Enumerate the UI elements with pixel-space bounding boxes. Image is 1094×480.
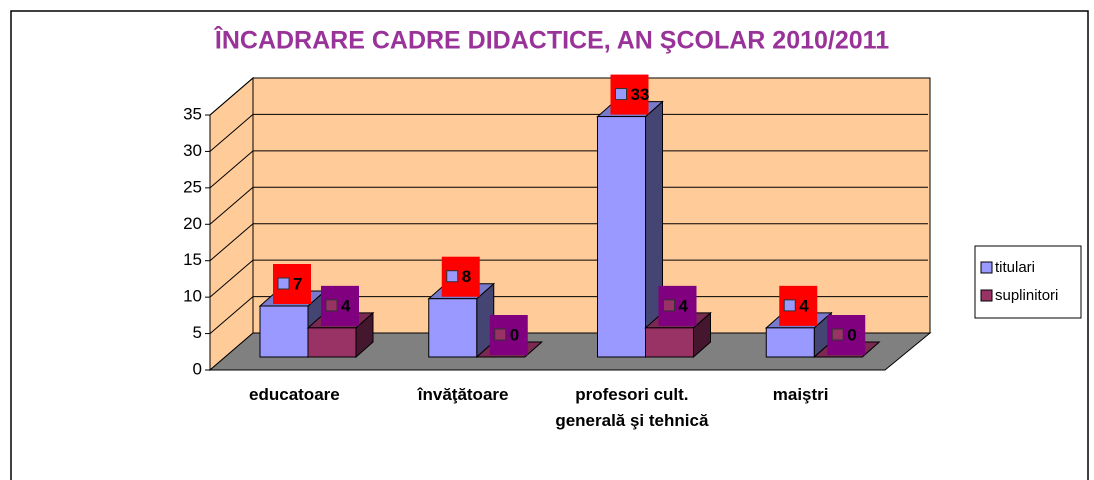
legend-label: suplinitori: [995, 287, 1058, 304]
grid-line: [209, 114, 254, 152]
y-tick-label: 30: [183, 141, 202, 160]
x-tick-label: profesori cult. generală şi tehnică: [555, 385, 709, 430]
bar: [645, 327, 694, 358]
chart-title: ÎNCADRARE CADRE DIDACTICE, AN ŞCOLAR 201…: [213, 25, 889, 55]
y-tick-label: 15: [183, 250, 202, 269]
data-label-key: [783, 299, 796, 312]
bar: [765, 327, 815, 358]
data-label-key: [325, 299, 338, 312]
x-tick-label: învăţătoare: [417, 385, 509, 404]
data-label-key: [494, 328, 507, 341]
legend: [974, 245, 1082, 319]
bar: [597, 116, 646, 358]
data-label-key: [615, 88, 627, 101]
floor: [208, 332, 932, 371]
grid-line: [209, 259, 254, 298]
legend-key: [980, 261, 993, 274]
data-label: 4: [679, 296, 689, 315]
data-label: 0: [847, 325, 856, 344]
data-label-key: [663, 299, 675, 312]
y-tick-label: 20: [183, 214, 202, 233]
legend-label: titulari: [995, 259, 1035, 276]
grid-line: [209, 77, 254, 116]
bar: [259, 305, 309, 358]
grid-line: [209, 186, 254, 225]
side-wall: [209, 76, 254, 372]
data-label-key: [831, 328, 844, 341]
y-tick-label: 0: [193, 359, 202, 378]
y-tick-label: 35: [183, 104, 202, 123]
grid-line: [209, 223, 254, 262]
data-label: 4: [799, 296, 809, 315]
data-label-key: [446, 270, 459, 283]
data-label-key: [277, 277, 290, 290]
legend-key: [980, 289, 993, 302]
x-tick-label: educatoare: [249, 385, 340, 404]
data-label: 33: [631, 85, 650, 104]
bar: [307, 327, 357, 358]
data-label: 4: [341, 296, 351, 315]
y-tick-label: 5: [193, 323, 202, 342]
data-label: 7: [293, 274, 302, 293]
grid-line: [209, 150, 254, 189]
y-tick-label: 25: [183, 177, 202, 196]
x-tick-label: maiştri: [772, 385, 829, 404]
y-tick-label: 10: [183, 287, 202, 306]
bar: [428, 298, 478, 358]
data-label: 8: [462, 267, 471, 286]
data-label: 0: [510, 325, 519, 344]
grid-line: [209, 296, 254, 334]
